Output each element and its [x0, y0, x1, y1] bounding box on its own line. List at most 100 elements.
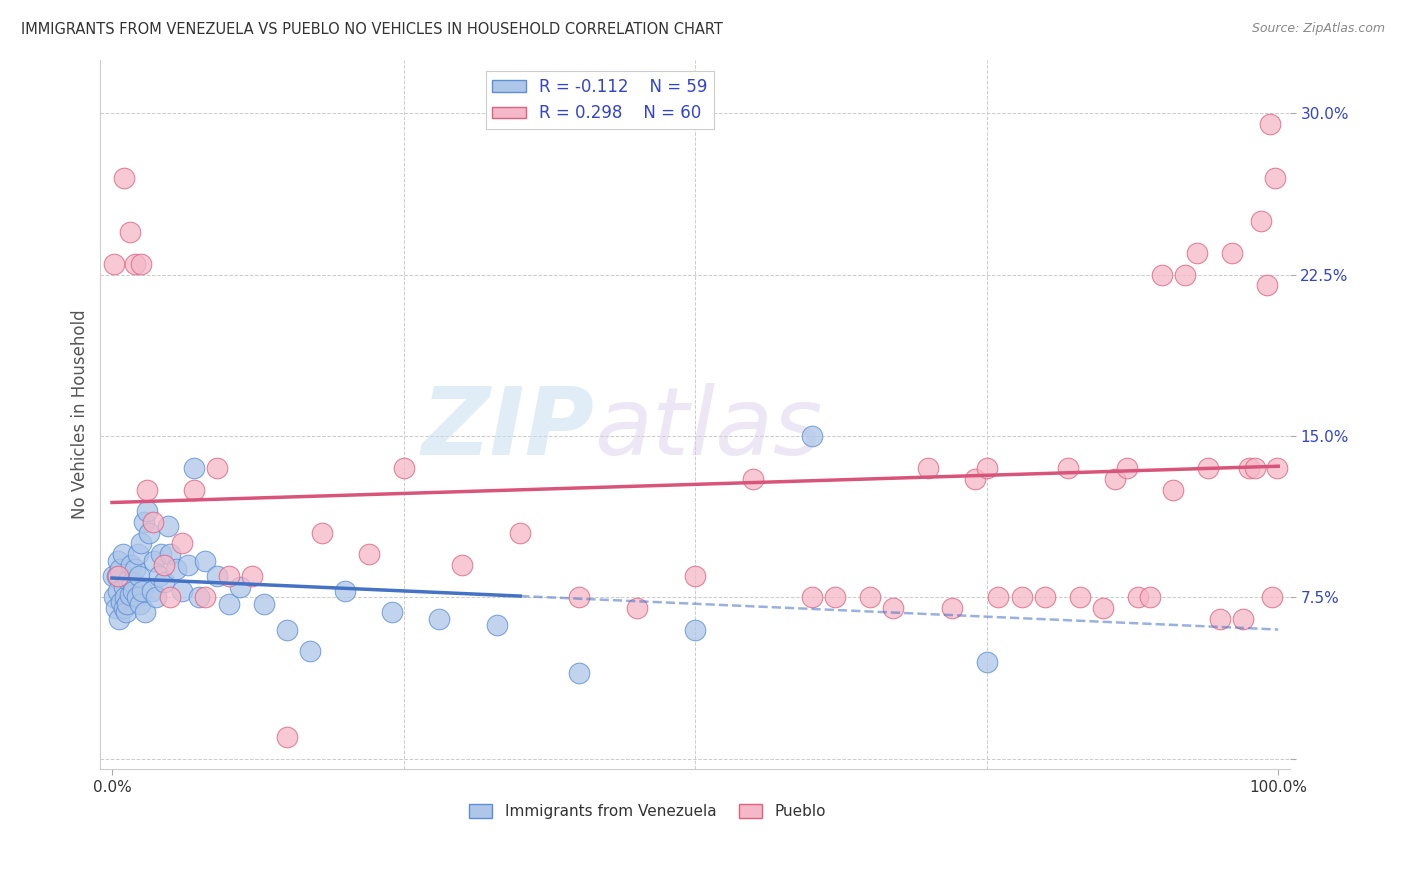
Point [218, 568, 240, 582]
Point [859, 591, 882, 605]
Point [177, 558, 200, 572]
Point [509, 525, 531, 540]
Text: atlas: atlas [593, 384, 823, 475]
Point [205, 568, 228, 582]
Point [976, 655, 998, 669]
Point [128, 568, 150, 582]
Point [101, 568, 124, 582]
Point [1057, 461, 1080, 475]
Point [1220, 246, 1243, 260]
Point [1209, 612, 1232, 626]
Point [153, 558, 176, 572]
Point [124, 562, 146, 576]
Point [121, 575, 143, 590]
Point [124, 257, 146, 271]
Point [136, 483, 159, 497]
Point [451, 558, 474, 572]
Point [115, 605, 138, 619]
Point [194, 554, 217, 568]
Point [381, 605, 404, 619]
Point [122, 583, 145, 598]
Point [145, 591, 167, 605]
Point [1244, 461, 1267, 475]
Point [626, 601, 648, 615]
Point [136, 504, 159, 518]
Point [1250, 214, 1272, 228]
Point [800, 429, 823, 443]
Point [882, 601, 904, 615]
Point [1104, 472, 1126, 486]
Point [103, 257, 125, 271]
Point [824, 591, 846, 605]
Point [107, 568, 129, 582]
Point [485, 618, 508, 632]
Point [427, 612, 450, 626]
Point [103, 591, 125, 605]
Point [129, 257, 152, 271]
Point [114, 591, 136, 605]
Point [141, 583, 163, 598]
Point [683, 623, 706, 637]
Point [108, 612, 131, 626]
Point [1256, 278, 1278, 293]
Point [107, 583, 129, 598]
Point [1139, 591, 1161, 605]
Point [1092, 601, 1115, 615]
Point [800, 591, 823, 605]
Point [142, 515, 165, 529]
Point [1264, 170, 1286, 185]
Point [917, 461, 939, 475]
Point [117, 573, 139, 587]
Point [183, 461, 205, 475]
Point [1197, 461, 1219, 475]
Point [104, 601, 127, 615]
Point [112, 170, 135, 185]
Point [112, 580, 135, 594]
Text: ZIP: ZIP [422, 383, 593, 475]
Point [252, 597, 274, 611]
Point [276, 730, 298, 744]
Point [112, 601, 135, 615]
Point [1232, 612, 1254, 626]
Point [118, 225, 141, 239]
Point [188, 591, 211, 605]
Point [170, 536, 193, 550]
Point [165, 562, 187, 576]
Point [183, 483, 205, 497]
Point [229, 580, 252, 594]
Point [683, 568, 706, 582]
Text: IMMIGRANTS FROM VENEZUELA VS PUEBLO NO VEHICLES IN HOUSEHOLD CORRELATION CHART: IMMIGRANTS FROM VENEZUELA VS PUEBLO NO V… [21, 22, 723, 37]
Point [987, 591, 1010, 605]
Point [1115, 461, 1137, 475]
Point [132, 515, 155, 529]
Point [118, 588, 141, 602]
Point [105, 568, 128, 582]
Point [218, 597, 240, 611]
Point [357, 547, 380, 561]
Point [107, 554, 129, 568]
Point [159, 547, 181, 561]
Point [148, 568, 170, 582]
Point [1237, 461, 1260, 475]
Point [1261, 591, 1284, 605]
Point [299, 644, 322, 658]
Point [335, 583, 357, 598]
Point [143, 554, 166, 568]
Point [963, 472, 986, 486]
Point [127, 547, 149, 561]
Point [108, 562, 131, 576]
Point [156, 519, 179, 533]
Point [976, 461, 998, 475]
Point [311, 525, 333, 540]
Point [1265, 461, 1288, 475]
Point [120, 558, 142, 572]
Point [150, 547, 173, 561]
Point [138, 525, 160, 540]
Text: Source: ZipAtlas.com: Source: ZipAtlas.com [1251, 22, 1385, 36]
Point [742, 472, 765, 486]
Point [1128, 591, 1150, 605]
Point [131, 583, 153, 598]
Point [276, 623, 298, 637]
Point [1185, 246, 1208, 260]
Point [159, 591, 181, 605]
